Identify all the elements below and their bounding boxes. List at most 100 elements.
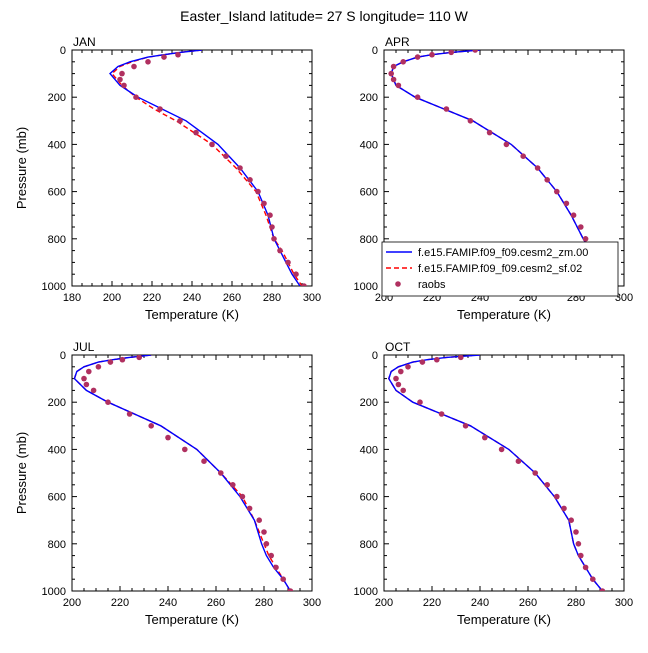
y-tick-label: 400 xyxy=(48,139,66,151)
raobs-point xyxy=(590,576,596,582)
raobs-point xyxy=(263,541,270,547)
raobs-point xyxy=(182,446,188,453)
raobs-point xyxy=(578,552,584,559)
raobs-point xyxy=(393,375,399,382)
raobs-point xyxy=(390,76,397,83)
legend-label-obs: raobs xyxy=(418,279,446,291)
y-tick-label: 0 xyxy=(372,45,378,57)
raobs-point xyxy=(165,434,171,441)
y-tick-label: 1000 xyxy=(42,281,66,293)
y-tick-label: 600 xyxy=(48,492,66,504)
raobs-point xyxy=(230,482,236,488)
raobs-point xyxy=(599,588,606,591)
raobs-point xyxy=(268,552,275,559)
raobs-point xyxy=(105,399,111,406)
raobs-point xyxy=(81,375,87,382)
raobs-point xyxy=(273,564,279,571)
y-tick-label: 400 xyxy=(48,444,66,456)
raobs-point xyxy=(90,387,97,394)
y-tick-label: 800 xyxy=(48,539,66,551)
x-tick-label: 300 xyxy=(615,597,633,609)
raobs-point xyxy=(261,200,267,207)
raobs-point xyxy=(95,364,102,370)
y-tick-label: 200 xyxy=(360,92,378,104)
y-tick-label: 800 xyxy=(360,234,378,246)
x-tick-label: 180 xyxy=(63,292,81,304)
y-tick-label: 400 xyxy=(360,444,378,456)
y-tick-label: 400 xyxy=(360,139,378,151)
raobs-point xyxy=(398,368,404,375)
raobs-point xyxy=(269,224,275,230)
raobs-point xyxy=(277,247,283,254)
raobs-point xyxy=(472,50,478,53)
raobs-point xyxy=(544,177,550,183)
plot-area xyxy=(109,50,307,286)
x-axis-label: Temperature (K) xyxy=(145,612,239,627)
x-tick-label: 300 xyxy=(615,292,633,304)
x-tick-label: 280 xyxy=(567,597,585,609)
x-tick-label: 200 xyxy=(103,292,121,304)
x-tick-label: 300 xyxy=(303,292,321,304)
panel-jul: JUL 200 220 240 260 280 300 0 200 400 600 800 1000 Te… xyxy=(14,340,321,627)
raobs-point xyxy=(462,423,469,429)
y-axis-label: Pressure (mb) xyxy=(14,432,29,514)
raobs-point xyxy=(532,470,538,476)
raobs-point xyxy=(133,94,139,100)
raobs-point xyxy=(417,399,423,406)
raobs-point xyxy=(482,434,488,441)
plot-frame xyxy=(383,354,625,592)
legend-raobs-marker xyxy=(395,281,401,287)
y-tick-label: 0 xyxy=(60,350,66,362)
y-tick-label: 1000 xyxy=(354,586,378,598)
raobs-point xyxy=(121,82,127,89)
raobs-point xyxy=(218,470,224,476)
y-tick-label: 200 xyxy=(48,92,66,104)
x-axis-label: Temperature (K) xyxy=(457,612,551,627)
legend-label-model1: f.e15.FAMIP.f09_f09.cesm2_zm.00 xyxy=(418,247,588,259)
raobs-point xyxy=(503,141,510,148)
raobs-point xyxy=(157,106,163,112)
raobs-point xyxy=(119,356,126,363)
panel-jan: JAN 180 200 220 240 260 280 300 0 200 400 600 800 100… xyxy=(14,35,321,322)
raobs-point xyxy=(554,188,560,195)
raobs-point xyxy=(247,177,253,183)
series-line-zm00 xyxy=(388,355,603,591)
raobs-point xyxy=(515,458,522,465)
plot-area xyxy=(73,355,294,591)
panel-oct: OCT 200 220 240 260 280 300 0 200 400 600 800 1000 Te… xyxy=(354,340,634,627)
x-tick-label: 240 xyxy=(471,597,489,609)
raobs-point xyxy=(390,63,397,70)
plot-frame xyxy=(71,49,313,287)
raobs-point xyxy=(131,63,137,70)
y-tick-label: 800 xyxy=(360,539,378,551)
raobs-point xyxy=(520,153,526,159)
x-tick-label: 240 xyxy=(159,597,177,609)
raobs-point xyxy=(388,70,395,77)
x-tick-label: 200 xyxy=(375,597,393,609)
raobs-point xyxy=(285,259,291,266)
figure-title: Easter_Island latitude= 27 S longitude= … xyxy=(180,8,468,24)
raobs-point xyxy=(271,236,277,242)
x-tick-label: 220 xyxy=(111,597,129,609)
raobs-point xyxy=(239,493,246,500)
raobs-point xyxy=(405,364,411,370)
raobs-point xyxy=(554,493,560,500)
x-tick-label: 260 xyxy=(519,597,537,609)
y-tick-label: 600 xyxy=(360,187,378,199)
raobs-point xyxy=(148,423,154,429)
x-axis-label: Temperature (K) xyxy=(145,307,239,322)
series-line-sf02 xyxy=(111,50,303,286)
series-line-sf02 xyxy=(388,355,603,591)
x-tick-label: 280 xyxy=(263,292,281,304)
raobs-point xyxy=(563,200,570,207)
raobs-point xyxy=(570,212,577,218)
y-tick-label: 0 xyxy=(60,45,66,57)
raobs-point xyxy=(223,153,229,159)
raobs-point xyxy=(293,271,299,278)
raobs-point xyxy=(136,355,142,361)
legend-box xyxy=(381,241,619,297)
panel-label: APR xyxy=(385,35,410,49)
x-tick-label: 220 xyxy=(143,292,161,304)
raobs-point xyxy=(578,224,584,230)
raobs-point xyxy=(419,359,426,365)
